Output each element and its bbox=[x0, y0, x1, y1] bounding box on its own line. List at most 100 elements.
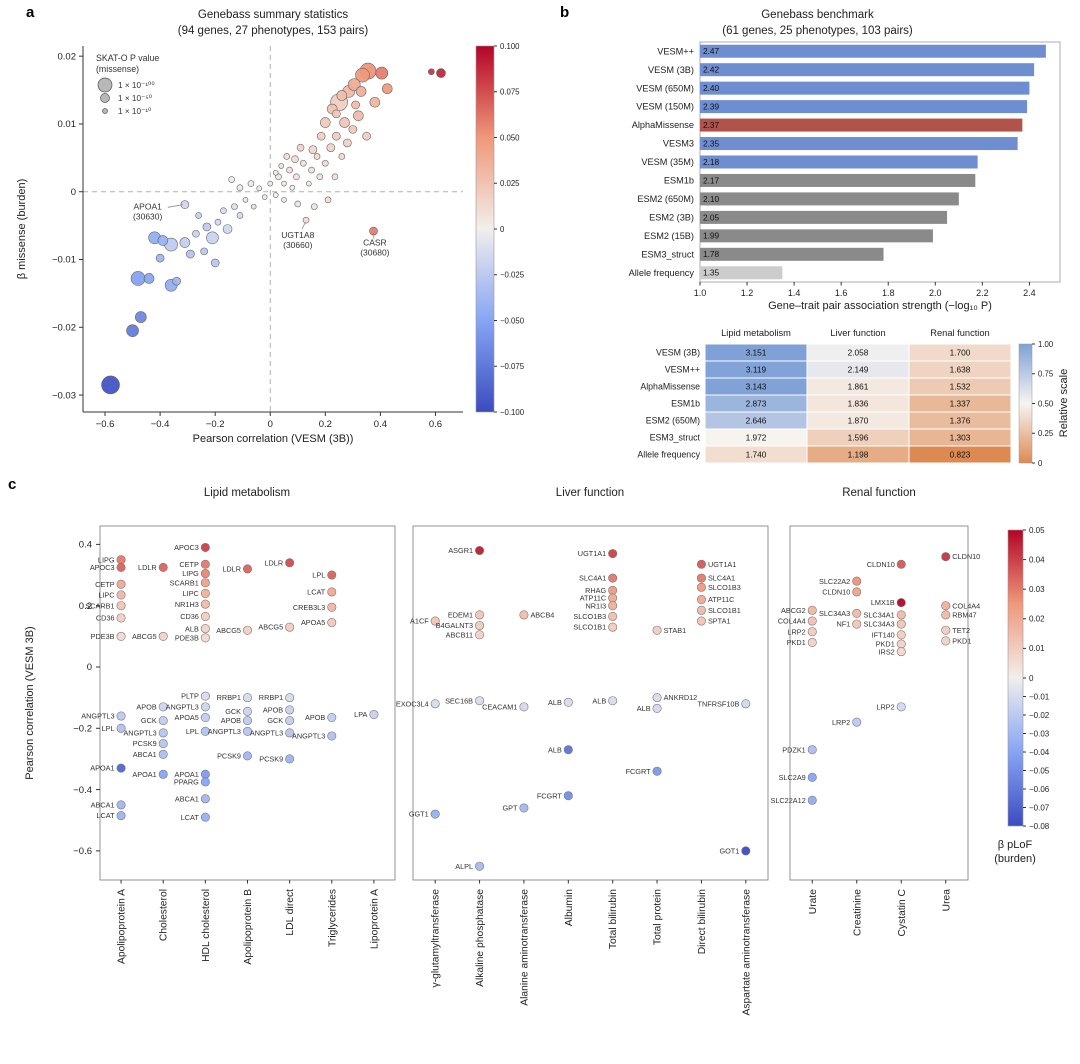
scatter-point bbox=[200, 769, 210, 779]
scatter-point bbox=[327, 570, 337, 580]
scatter-point bbox=[275, 173, 282, 181]
chart-text: 2.2 bbox=[976, 288, 989, 298]
scatter-point bbox=[308, 166, 315, 174]
scatter-point bbox=[608, 549, 618, 559]
chart-text: Lipid metabolism bbox=[721, 328, 791, 338]
scatter-point bbox=[807, 795, 817, 805]
chart-text: ALB bbox=[637, 704, 651, 713]
chart-text: APOC3 bbox=[90, 563, 115, 572]
chart-text: NF1 bbox=[836, 620, 850, 629]
chart-text: EDEM1 bbox=[448, 610, 473, 619]
chart-text: LRP2 bbox=[787, 627, 805, 636]
scatter-point bbox=[941, 552, 951, 562]
scatter-point bbox=[285, 716, 295, 726]
scatter-point bbox=[608, 593, 618, 603]
scatter-point bbox=[236, 184, 244, 191]
chart-text: 1.700 bbox=[950, 348, 971, 358]
bar bbox=[700, 137, 1018, 151]
scatter-point bbox=[116, 590, 126, 600]
chart-text: PKD1 bbox=[952, 637, 971, 646]
scatter-point bbox=[475, 696, 485, 706]
chart-text: GCK bbox=[267, 716, 283, 725]
scatter-point bbox=[116, 562, 126, 572]
scatter-point bbox=[281, 180, 287, 187]
category-label: Apolipoprotein A bbox=[117, 889, 128, 964]
chart-text: ABCA1 bbox=[91, 801, 115, 810]
chart-text: −0.6 bbox=[73, 846, 92, 857]
scatter-point bbox=[331, 173, 339, 181]
chart-text: 1.6 bbox=[835, 288, 848, 298]
scatter-point bbox=[143, 273, 155, 284]
scatter-point bbox=[186, 249, 195, 259]
chart-text: −0.03 bbox=[52, 390, 76, 401]
scatter-point bbox=[200, 588, 210, 598]
scatter-point bbox=[200, 578, 210, 588]
scatter-point bbox=[652, 703, 662, 713]
chart-text: APOA5 bbox=[301, 618, 325, 627]
chart-text: −0.050 bbox=[500, 316, 525, 325]
scatter-point bbox=[436, 68, 446, 78]
bar bbox=[700, 266, 783, 280]
chart-text: PPARG bbox=[174, 778, 199, 787]
chart-text: 0.04 bbox=[1029, 555, 1045, 564]
panel-a-title: Genebass summary statistics (94 genes, 2… bbox=[38, 8, 508, 39]
chart-text: ABCG5 bbox=[132, 632, 157, 641]
scatter-point bbox=[355, 86, 367, 97]
category-label: Total bilirubin bbox=[608, 889, 619, 949]
scatter-point bbox=[116, 811, 126, 821]
chart-text: 1.532 bbox=[950, 382, 971, 392]
chart-text: −0.03 bbox=[1029, 729, 1050, 738]
chart-text: RRBP1 bbox=[259, 693, 283, 702]
bar bbox=[700, 210, 948, 224]
scatter-point bbox=[172, 276, 181, 286]
scatter-point bbox=[896, 639, 906, 649]
chart-text: VESM (150M) bbox=[636, 102, 694, 112]
chart-text: VESM (3B) bbox=[656, 348, 700, 358]
scatter-point bbox=[430, 616, 440, 626]
panel-c-lipid-title: Lipid metabolism bbox=[203, 487, 291, 499]
chart-text: SLCO1B3 bbox=[573, 612, 606, 621]
chart-text: 2.873 bbox=[746, 399, 767, 409]
scatter-point bbox=[158, 716, 168, 726]
scatter-point bbox=[116, 601, 126, 611]
bar bbox=[700, 229, 933, 243]
scatter-point bbox=[214, 218, 222, 226]
scatter-point bbox=[896, 647, 906, 657]
scatter-point bbox=[362, 131, 371, 141]
chart-text: 1.303 bbox=[950, 433, 971, 443]
chart-text: −0.08 bbox=[1029, 822, 1050, 831]
heatmap-cell bbox=[908, 445, 1012, 464]
chart-text: 1.638 bbox=[950, 365, 971, 375]
scatter-point bbox=[475, 621, 485, 631]
chart-text: UGT1A8 bbox=[281, 230, 314, 240]
chart-text: FCGRT bbox=[537, 791, 563, 800]
scatter-point bbox=[332, 131, 341, 141]
chart-text: SLC34A1 bbox=[864, 610, 895, 619]
category-label: LDL direct bbox=[285, 889, 296, 936]
panel-c-scatter-plots: 0.4 0.2 0 −0.2 −0.4 −0.6 Apolipoprotein A Chole… bbox=[73, 525, 1050, 1016]
chart-text: 0 bbox=[87, 662, 92, 673]
scatter-point bbox=[200, 702, 210, 712]
scatter-point bbox=[116, 763, 126, 773]
scatter-point bbox=[289, 184, 296, 191]
chart-text: 2.35 bbox=[703, 138, 720, 148]
scatter-point bbox=[158, 562, 168, 572]
category-label: Cholesterol bbox=[159, 889, 170, 941]
chart-text: COL4A4 bbox=[952, 601, 980, 610]
chart-text: 0.01 bbox=[58, 119, 77, 130]
chart-text: 0.01 bbox=[1029, 644, 1045, 653]
scatter-point bbox=[200, 569, 210, 579]
panel-c-ylabel: Pearson correlation (VESM 3B) bbox=[24, 626, 36, 780]
scatter-point bbox=[200, 794, 210, 804]
chart-text: 1.99 bbox=[703, 231, 720, 241]
chart-text: 0.4 bbox=[79, 540, 92, 551]
scatter-point bbox=[285, 622, 295, 632]
chart-text: 0 bbox=[1038, 459, 1043, 468]
chart-text: 1.337 bbox=[950, 399, 971, 409]
scatter-point bbox=[430, 809, 440, 819]
chart-text: 1.972 bbox=[746, 433, 767, 443]
chart-text: (30660) bbox=[283, 240, 312, 250]
category-label: Creatinine bbox=[852, 889, 863, 936]
scatter-point bbox=[200, 691, 210, 701]
chart-text: SKAT-O P value bbox=[96, 53, 159, 63]
